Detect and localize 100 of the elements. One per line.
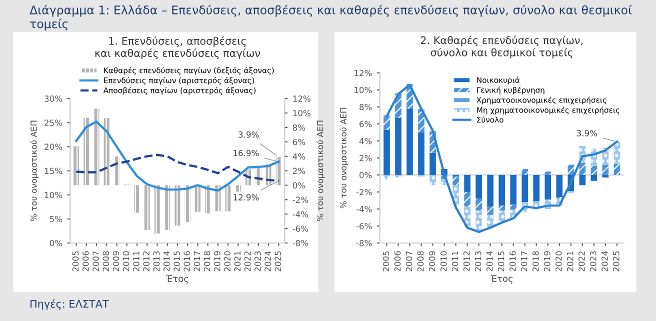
x-tick-label: 2005 <box>72 251 79 272</box>
y-tick-label: 30% <box>44 96 62 102</box>
y2-axis-title: % του ονομαστικού ΑΕΠ <box>316 120 325 222</box>
y-tick-label: 2% <box>360 154 372 162</box>
y2-tick-label: 10% <box>293 110 310 116</box>
bar <box>487 206 494 215</box>
bar <box>614 164 620 175</box>
bar <box>430 174 436 186</box>
y2-tick-label: -6% <box>292 226 308 232</box>
x-axis-title: Έτος <box>490 274 512 284</box>
y-tick-label: -8% <box>356 240 372 246</box>
bar <box>579 163 586 175</box>
x-tick-label: 2021 <box>567 251 574 272</box>
y2-tick-label: -4% <box>292 211 308 218</box>
y-tick-label: 6% <box>360 120 372 128</box>
y-tick-label: 4% <box>359 138 372 144</box>
y2-tick-label: 6% <box>292 138 306 146</box>
bar <box>418 132 424 175</box>
bar <box>94 108 100 186</box>
line-series <box>75 120 280 192</box>
x-tick-label: 2020 <box>224 251 230 272</box>
bar <box>84 118 90 186</box>
x-tick-label: 2017 <box>520 251 528 272</box>
y2-tick-label: 0% <box>292 182 306 188</box>
bar <box>602 174 609 178</box>
bar <box>276 157 282 186</box>
y2-tick-label: 4% <box>292 153 306 160</box>
bar <box>476 210 482 232</box>
bar <box>568 164 574 175</box>
bar <box>498 206 506 211</box>
bar <box>395 174 402 178</box>
bar <box>194 185 200 212</box>
y-tick-label: 10% <box>44 192 62 198</box>
y-tick-label: 5% <box>50 216 62 222</box>
y-tick-label: -6% <box>356 222 372 230</box>
bar <box>384 174 390 180</box>
bar <box>579 174 586 186</box>
bar <box>384 130 390 175</box>
bar <box>556 174 563 198</box>
x-tick-label: 2006 <box>394 251 401 272</box>
bar <box>602 164 609 175</box>
x-tick-label: 2020 <box>556 251 562 272</box>
x-tick-label: 2012 <box>143 251 150 272</box>
text: Διάγραμμα 1: Ελλάδα – Επενδύσεις, αποσβέσεις και καθαρές επενδύσεις παγίων, σύνολο και θεσμικοί τομείς <box>30 4 632 31</box>
x-tick-label: 2013 <box>474 251 482 272</box>
x-tick-label: 2021 <box>234 251 241 272</box>
bar <box>590 174 598 181</box>
bar <box>184 185 190 222</box>
y-tick-label: 20% <box>44 144 62 150</box>
x-tick-label: 2016 <box>509 251 516 272</box>
bar <box>144 185 150 230</box>
bar <box>205 185 211 214</box>
bar <box>164 185 170 230</box>
y-tick-label: -4% <box>356 206 372 212</box>
x-tick-label: 2024 <box>264 251 271 272</box>
x-tick-label: 2023 <box>254 251 261 272</box>
x-tick-label: 2011 <box>133 251 140 272</box>
x-tick-label: 2011 <box>452 251 458 272</box>
bar <box>498 210 506 223</box>
data-label: 16.9% <box>234 150 259 156</box>
x-axis-title: Έτος <box>166 274 188 284</box>
chart-subtitle: 2. Καθαρές επενδύσεις παγίων, σύνολο και θεσμικοί τομείς <box>420 36 583 58</box>
bar <box>452 176 459 186</box>
x-tick-label: 2009 <box>428 251 436 272</box>
bar <box>533 174 540 202</box>
bar <box>522 168 528 175</box>
x-tick-label: 2018 <box>532 251 539 272</box>
y2-tick-label: 2% <box>292 168 306 174</box>
x-tick-label: 2010 <box>122 251 130 272</box>
bar <box>510 174 517 205</box>
text: Πηγές: ΕΛΣΤΑΤ <box>30 299 109 310</box>
x-tick-label: 2016 <box>184 251 190 272</box>
x-tick-label: 2024 <box>602 251 608 272</box>
x-tick-label: 2010 <box>440 251 447 272</box>
line-series <box>386 84 618 234</box>
bar <box>104 118 110 186</box>
bar <box>430 152 436 175</box>
chart-subtitle: 1. Επενδύσεις, αποσβέσεις και καθαρές επενδύσεις παγίων <box>95 36 260 60</box>
bar <box>544 174 552 200</box>
x-tick-label: 2025 <box>274 251 282 272</box>
bar <box>73 146 80 186</box>
bar <box>476 198 482 211</box>
x-tick-label: 2023 <box>590 251 596 272</box>
y-tick-label: 10% <box>354 86 372 94</box>
x-tick-label: 2007 <box>92 251 99 272</box>
y-tick-label: -2% <box>356 188 372 196</box>
x-tick-label: 2012 <box>463 251 470 272</box>
x-tick-label: 2007 <box>406 251 412 272</box>
y-tick-label: 25% <box>44 120 62 126</box>
bar <box>174 185 180 226</box>
data-label: 12.9% <box>234 194 259 200</box>
x-tick-label: 2014 <box>163 251 170 272</box>
x-tick-label: 2014 <box>486 251 493 272</box>
y-tick-label: 15% <box>44 168 62 174</box>
y2-tick-label: 12% <box>293 96 310 102</box>
bar <box>464 174 470 192</box>
x-tick-label: 2009 <box>112 251 120 272</box>
x-tick-label: 2008 <box>417 251 424 272</box>
y2-tick-label: -2% <box>292 196 308 203</box>
x-tick-label: 2018 <box>204 251 210 272</box>
